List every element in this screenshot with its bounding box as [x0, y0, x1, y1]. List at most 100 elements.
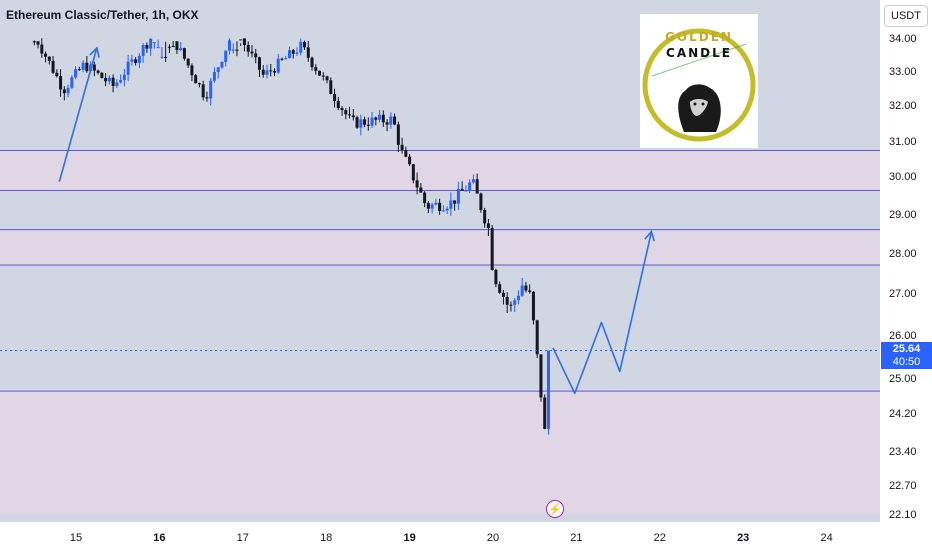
candle-body-76 [318, 70, 322, 76]
candle-body-4 [47, 56, 51, 61]
candle-body-66 [280, 58, 284, 60]
candle-body-8 [62, 89, 66, 94]
candle-body-87 [359, 119, 363, 128]
candle-body-1 [36, 41, 40, 45]
zone-0 [0, 150, 880, 191]
candle-body-100 [408, 156, 412, 165]
candle-body-124 [498, 284, 502, 293]
candle-body-30 [145, 45, 149, 49]
candle-body-123 [494, 269, 498, 285]
candle-body-44 [197, 83, 201, 85]
candle-body-9 [66, 87, 70, 94]
y-tick-4: 30.00 [889, 171, 917, 183]
candle-body-57 [246, 44, 250, 52]
candle-body-28 [137, 55, 141, 63]
candle-body-75 [314, 67, 318, 71]
candle-body-77 [321, 75, 325, 77]
candle-body-128 [513, 300, 517, 305]
candle-body-90 [370, 117, 374, 126]
candle-body-39 [179, 48, 183, 51]
candle-body-70 [295, 52, 299, 54]
candle-body-38 [175, 41, 179, 51]
x-tick-3: 18 [320, 532, 332, 544]
candle-body-132 [528, 290, 532, 292]
current-price-label: 25.64 40:50 [881, 342, 932, 370]
y-tick-5: 29.00 [889, 209, 917, 221]
candle-body-113 [456, 188, 460, 204]
candle-body-85 [351, 115, 355, 118]
y-tick-3: 31.00 [889, 136, 917, 148]
candle-body-89 [366, 124, 370, 126]
candle-body-26 [130, 59, 134, 62]
candle-body-117 [471, 179, 475, 183]
flash-icon[interactable]: ⚡ [546, 500, 564, 518]
x-tick-6: 21 [570, 532, 582, 544]
currency-button[interactable]: USDT [884, 5, 928, 27]
y-tick-9: 25.00 [889, 373, 917, 385]
x-tick-2: 17 [237, 532, 249, 544]
y-tick-10: 24.20 [889, 408, 917, 420]
candle-body-111 [449, 200, 453, 209]
candle-body-58 [250, 51, 254, 54]
candle-body-18 [100, 72, 104, 79]
candle-body-65 [276, 58, 280, 73]
y-tick-2: 32.00 [889, 100, 917, 112]
candle-body-40 [182, 48, 186, 59]
candle-body-74 [310, 57, 314, 68]
current-price-value: 25.64 [892, 343, 921, 356]
candle-body-135 [539, 354, 543, 398]
candle-body-32 [152, 42, 156, 44]
zone-2 [0, 391, 880, 514]
candle-body-31 [149, 38, 153, 49]
projection-arrow-head [644, 229, 655, 242]
y-tick-0: 34.00 [889, 33, 917, 45]
x-tick-9: 24 [820, 532, 832, 544]
y-tick-1: 33.00 [889, 66, 917, 78]
x-tick-5: 20 [487, 532, 499, 544]
candle-body-12 [77, 69, 81, 71]
y-tick-7: 27.00 [889, 288, 917, 300]
candle-body-112 [453, 200, 457, 204]
x-tick-7: 22 [654, 532, 666, 544]
candle-body-69 [291, 50, 295, 54]
candle-body-23 [119, 80, 123, 83]
candle-body-22 [115, 82, 119, 87]
time-axis-background [0, 522, 880, 550]
candle-body-42 [190, 65, 194, 76]
y-tick-12: 22.70 [889, 480, 917, 492]
candle-body-33 [156, 47, 160, 49]
candle-body-3 [44, 53, 48, 57]
golden-candle-logo: GOLDEN CANDLE [640, 14, 758, 148]
x-tick-0: 15 [70, 532, 82, 544]
candle-body-0 [32, 41, 36, 43]
candle-body-24 [122, 74, 126, 81]
candle-body-134 [535, 320, 539, 355]
candle-body-95 [389, 116, 393, 125]
candle-body-43 [194, 75, 198, 84]
candle-body-54 [235, 49, 239, 51]
candle-body-103 [419, 187, 423, 193]
candle-body-136 [543, 397, 547, 429]
candle-body-48 [212, 72, 216, 81]
candle-body-106 [430, 204, 434, 209]
candle-body-126 [505, 296, 509, 305]
candle-body-16 [92, 64, 96, 71]
candle-body-88 [363, 119, 367, 125]
candle-body-93 [381, 114, 385, 123]
candle-body-81 [336, 100, 340, 109]
candle-body-27 [134, 59, 138, 63]
candle-body-64 [272, 70, 276, 73]
candle-body-62 [265, 70, 269, 75]
candle-body-50 [220, 61, 224, 68]
candle-body-55 [239, 39, 243, 41]
candle-body-71 [299, 41, 303, 53]
candle-body-78 [325, 76, 329, 81]
candle-body-61 [261, 69, 265, 75]
candle-body-114 [460, 188, 464, 191]
candle-body-79 [329, 80, 333, 95]
candle-body-98 [400, 144, 404, 151]
candle-body-35 [164, 56, 168, 58]
candle-body-115 [464, 190, 468, 192]
